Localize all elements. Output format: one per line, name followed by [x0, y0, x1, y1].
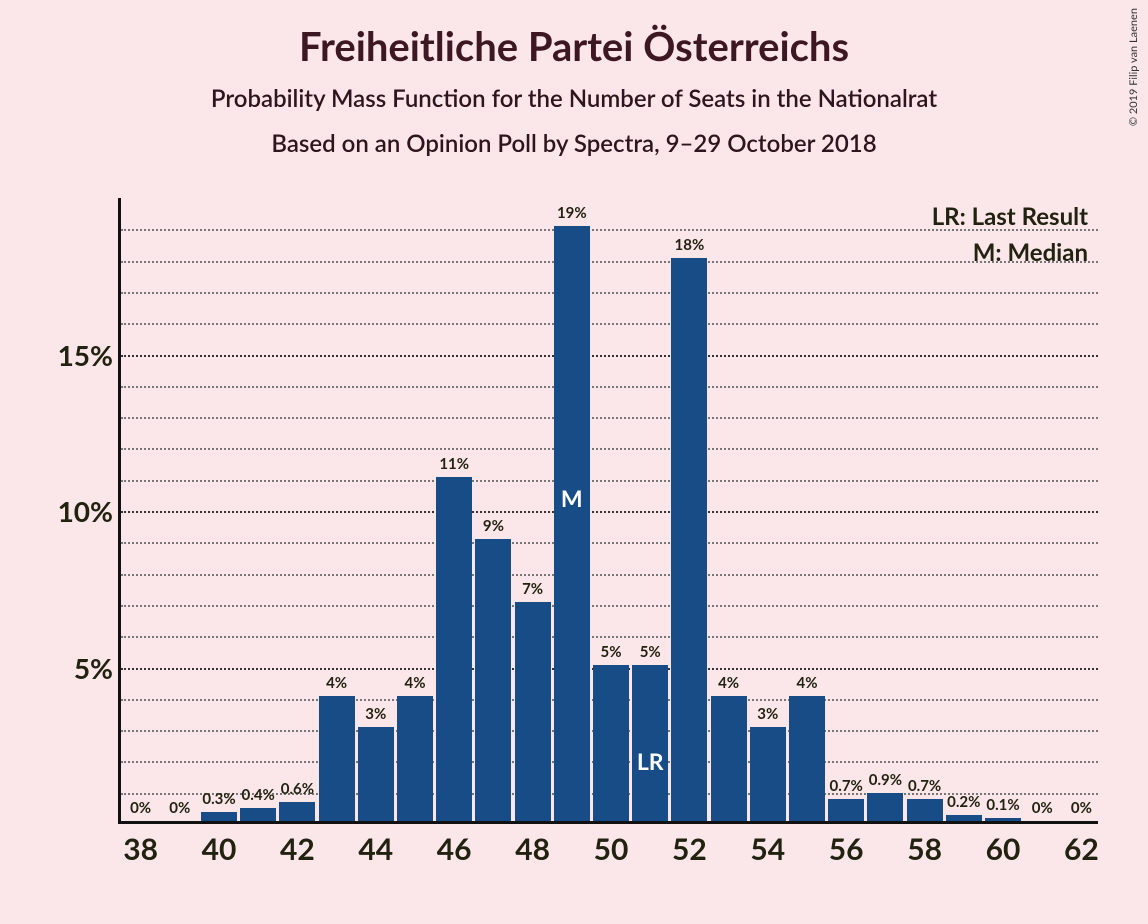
x-axis-label: 54: [750, 831, 785, 867]
bar-value-label: 0.7%: [830, 777, 863, 795]
x-axis-label: 42: [280, 831, 315, 867]
grid-minor: [121, 323, 1098, 325]
copyright-text: © 2019 Filip van Laenen: [1127, 8, 1140, 126]
bar: [515, 602, 551, 821]
x-axis-label: 46: [437, 831, 472, 867]
grid-minor: [121, 605, 1098, 607]
bar-value-label: 18%: [675, 236, 705, 254]
bar: [397, 696, 433, 821]
bar: [201, 812, 237, 821]
y-axis-label: 15%: [43, 338, 113, 372]
grid-minor: [121, 480, 1098, 482]
bar-value-label: 7%: [522, 580, 543, 598]
chart-area: LR: Last Result M: Median 5%10%15%0%0%0.…: [118, 198, 1098, 878]
bar-value-label: 0.9%: [869, 771, 902, 789]
bar: [475, 539, 511, 821]
bar-value-label: 19%: [557, 204, 587, 222]
bar: [632, 665, 668, 822]
bar-value-label: 0.1%: [986, 796, 1019, 814]
grid-minor: [121, 448, 1098, 450]
bar: [279, 802, 315, 821]
bar-value-label: 0.4%: [242, 786, 275, 804]
legend-last-result: LR: Last Result: [932, 202, 1088, 231]
bar-value-label: 4%: [405, 674, 426, 692]
bar: [436, 477, 472, 821]
bar-value-label: 4%: [326, 674, 347, 692]
bar-value-label: 5%: [640, 643, 661, 661]
x-axis-label: 60: [986, 831, 1021, 867]
grid-minor: [121, 417, 1098, 419]
chart-subtitle-1: Probability Mass Function for the Number…: [0, 84, 1148, 113]
x-axis-label: 50: [594, 831, 629, 867]
grid-minor: [121, 386, 1098, 388]
bar: [946, 815, 982, 821]
bar: [593, 665, 629, 822]
bar: [554, 226, 590, 821]
grid-minor: [121, 292, 1098, 294]
bar-annotation: M: [561, 484, 583, 512]
legend-median: M: Median: [973, 238, 1088, 267]
y-axis-label: 5%: [43, 651, 113, 685]
bar-value-label: 0.2%: [947, 793, 980, 811]
x-axis-label: 38: [123, 831, 158, 867]
grid-minor: [121, 636, 1098, 638]
grid-minor: [121, 261, 1098, 263]
bar: [711, 696, 747, 821]
grid-minor: [121, 229, 1098, 231]
bar: [907, 799, 943, 821]
x-axis-label: 58: [907, 831, 942, 867]
bar-value-label: 0.6%: [281, 780, 314, 798]
bar-annotation: LR: [637, 747, 664, 775]
bar-value-label: 0.3%: [202, 790, 235, 808]
grid-major: [121, 511, 1098, 513]
x-axis-label: 52: [672, 831, 707, 867]
bar: [240, 808, 276, 821]
bar-value-label: 0.7%: [908, 777, 941, 795]
x-axis-label: 44: [358, 831, 393, 867]
bar-value-label: 0%: [1032, 799, 1053, 817]
bar-value-label: 11%: [439, 455, 469, 473]
bar: [985, 818, 1021, 821]
bar-value-label: 3%: [365, 705, 386, 723]
x-axis-label: 40: [202, 831, 237, 867]
bar-value-label: 0%: [1071, 799, 1092, 817]
grid-minor: [121, 542, 1098, 544]
x-axis-label: 48: [515, 831, 550, 867]
bar-value-label: 4%: [797, 674, 818, 692]
bar-value-label: 0%: [169, 799, 190, 817]
chart-subtitle-2: Based on an Opinion Poll by Spectra, 9–2…: [0, 129, 1148, 158]
y-axis-label: 10%: [43, 494, 113, 528]
bar-value-label: 0%: [130, 799, 151, 817]
grid-major: [121, 355, 1098, 357]
bar-value-label: 4%: [718, 674, 739, 692]
bar: [750, 727, 786, 821]
bar: [671, 258, 707, 821]
bar: [319, 696, 355, 821]
bar-value-label: 9%: [483, 517, 504, 535]
chart-title: Freiheitliche Partei Österreichs: [0, 0, 1148, 70]
bar-value-label: 5%: [601, 643, 622, 661]
x-axis-label: 62: [1064, 831, 1099, 867]
x-axis-label: 56: [829, 831, 864, 867]
bar: [789, 696, 825, 821]
bar-value-label: 3%: [757, 705, 778, 723]
bar: [828, 799, 864, 821]
grid-minor: [121, 574, 1098, 576]
bar: [867, 793, 903, 821]
bar: [358, 727, 394, 821]
plot-area: LR: Last Result M: Median 5%10%15%0%0%0.…: [118, 198, 1098, 824]
